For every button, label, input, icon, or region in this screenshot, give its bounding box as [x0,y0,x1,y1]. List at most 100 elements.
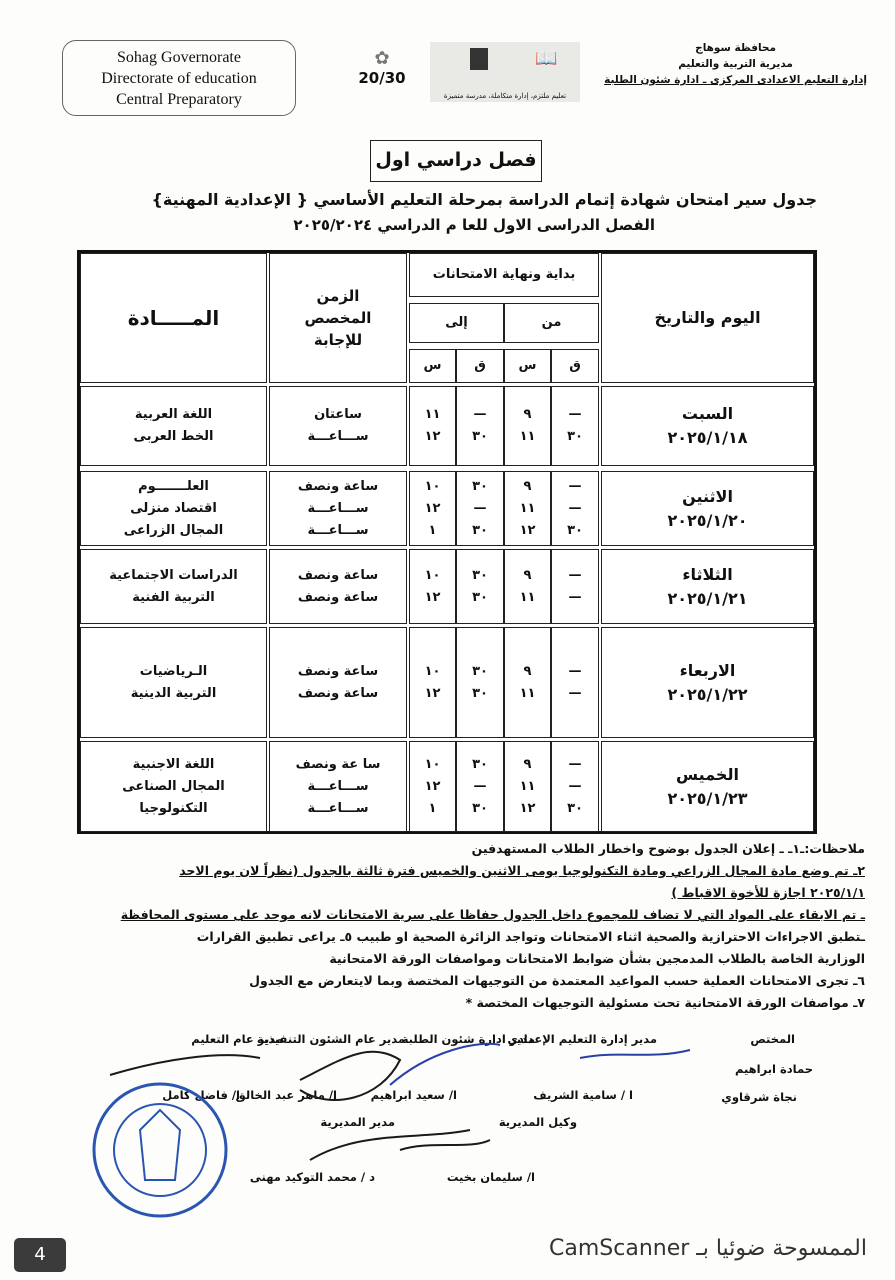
note-2: ٢ـ تم وضع مادة المجال الزراعي ومادة التك… [179,863,865,878]
row-day: السبت [681,404,734,423]
page-subtitle: الفصل الدراسى الاول للعا م الدراسي ٢٠٢٥/… [293,216,655,234]
to-hour-value: ١٢ [424,778,441,794]
from-min-cell: — — ٣٠ [551,471,599,546]
page-title: جدول سير امتحان شهادة إتمام الدراسة بمرح… [151,190,817,209]
duration-cell: ساعة ونصف ســـاعـــة ســـاعـــة [269,471,407,546]
from-hour-cell: ٩ ١١ ١٢ [504,741,551,832]
to-min-cell: ٣٠ ٣٠ [456,627,504,738]
camscanner-watermark: الممسوحة ضوئيا بـ CamScanner [549,1236,867,1261]
egypt-2030-logo: ✿ 20/30 [352,48,412,87]
row-day: الثلاثاء [682,564,733,584]
day-date-cell: الاربعاء ٢٠٢٥/١/٢٢ [601,627,814,738]
subjects-cell: اللغة العربية الخط العربى [80,386,267,466]
building-icon [470,48,488,70]
subjects-value: التكنولوجيا [139,800,208,816]
to-min-value: — [473,500,487,516]
subjects-value: المجال الزراعى [123,522,224,538]
subjects-value: اللغة الاجنبية [132,756,215,772]
english-header-box: Sohag Governorate Directorate of educati… [62,40,296,116]
header-from-hour: س [504,349,551,383]
to-min-cell: ٣٠ ٣٠ [456,549,504,624]
row-day: الاربعاء [679,660,736,680]
to-min-value: ٣٠ [472,589,488,605]
term-box: فصل دراسي اول [370,140,542,182]
duration-cell: ساعتان ســـاعـــة [269,386,407,466]
from-min-cell: — ٣٠ [551,386,599,466]
row-day: الاثنين [682,486,733,506]
from-hour-cell: ٩ ١١ [504,627,551,738]
from-min-cell: — — [551,549,599,624]
to-hour-value: ١١ [424,407,441,422]
duration-value: ساعتان [314,407,362,422]
from-hour-value: ٩ [523,756,532,772]
to-hour-value: ١٠ [424,756,441,772]
subjects-value: اقتصاد منزلى [130,500,217,516]
to-min-value: ٣٠ [472,685,488,701]
from-min-value: — [568,756,582,772]
signature-marks-icon [109,1050,491,1161]
to-min-value: ٣٠ [472,429,488,444]
duration-value: ســـاعـــة [307,522,369,538]
header-duration: الزمن المخصص للإجابة [269,253,407,383]
sig-title-exec-director: مدير عام الشئون التنفيذية [256,1032,405,1046]
duration-value: ســـاعـــة [307,500,369,516]
to-min-value: ٣٠ [472,800,488,816]
from-hour-value: ٩ [523,567,532,583]
day-date-cell: الخميس ٢٠٢٥/١/٢٣ [601,741,814,832]
to-min-value: ٣٠ [472,663,488,679]
to-hour-value: ١٢ [424,500,441,516]
from-hour-value: ٩ [523,407,532,422]
from-hour-value: ٩ [523,478,532,494]
ministry-logo: 📖 تعليم ملتزم، إدارة متكاملة، مدرسة متمي… [430,42,580,102]
subjects-value: المجال الصناعى [122,778,225,794]
day-date-cell: الاثنين ٢٠٢٥/١/٢٠ [601,471,814,546]
from-hour-cell: ٩ ١١ [504,386,551,466]
sig-title-affairs-director: مدير ادارة شئون الطلبة [401,1032,535,1046]
page-number-badge: 4 [14,1238,66,1272]
arabic-header: محافظة سوهاج مديرية التربية والتعليم إدا… [604,40,867,88]
to-hour-value: ١٢ [424,429,441,444]
duration-value: ساعة ونصف [297,567,379,583]
to-hour-value: ١٢ [424,589,441,605]
role-deputy: وكيل المديرية [498,1115,577,1129]
duration-cell: ساعة ونصف ساعة ونصف [269,549,407,624]
note-4-5: ـتطبق الاجراءات الاحترازية والصحية اثناء… [196,929,865,944]
duration-value: ساعة ونصف [297,589,379,605]
to-hour-value: ١٠ [424,478,441,494]
from-min-value: — [568,663,582,679]
from-hour-value: ١١ [519,429,536,444]
notes-section: ملاحظات:ـ١ـ ـ إعلان الجدول بوضوح واخطار … [25,838,865,1014]
subjects-cell: الدراسات الاجتماعية التربية الفنية [80,549,267,624]
official-stamp-icon [92,1082,228,1218]
from-min-value: — [568,407,582,422]
from-min-value: — [568,500,582,516]
from-hour-value: ٩ [523,663,532,679]
subjects-cell: العلـــــــوم اقتصاد منزلى المجال الزراعى [80,471,267,546]
to-hour-cell: ١٠ ١٢ [409,627,456,738]
from-hour-value: ١١ [519,500,536,516]
duration-value: ســـاعـــة [307,429,369,444]
name-saeed: ا/ سعيد ابراهيم [370,1088,457,1102]
to-min-cell: ٣٠ — ٣٠ [456,471,504,546]
from-min-cell: — — ٣٠ [551,741,599,832]
duration-value: سا عة ونصف [295,756,381,772]
to-hour-value: ١٠ [424,663,441,679]
row-date: ٢٠٢٥/١/٢٢ [667,684,748,704]
from-min-value: ٣٠ [567,522,583,538]
logo-2030-text: 20/30 [358,69,406,87]
header-day-date: اليوم والتاريخ [601,253,814,383]
from-min-value: ٣٠ [567,429,583,444]
note-3: ـ تم الابقاء على المواد التي لا تضاف للم… [120,907,865,922]
to-hour-cell: ١٠ ١٢ [409,549,456,624]
to-min-value: — [473,778,487,794]
from-min-value: — [568,478,582,494]
to-hour-value: ١٢ [424,685,441,701]
header-to: إلى [409,303,504,343]
row-date: ٢٠٢٥/١/٢١ [667,588,748,608]
subjects-value: الـرياضيات [139,663,208,679]
note-2-cont: ٢٠٢٥/١/١ اجازة للأخوة الاقباط ) [671,885,865,900]
subjects-value: اللغة العربية [134,407,213,422]
governorate-ar: محافظة سوهاج [695,42,776,54]
from-min-cell: — — [551,627,599,738]
